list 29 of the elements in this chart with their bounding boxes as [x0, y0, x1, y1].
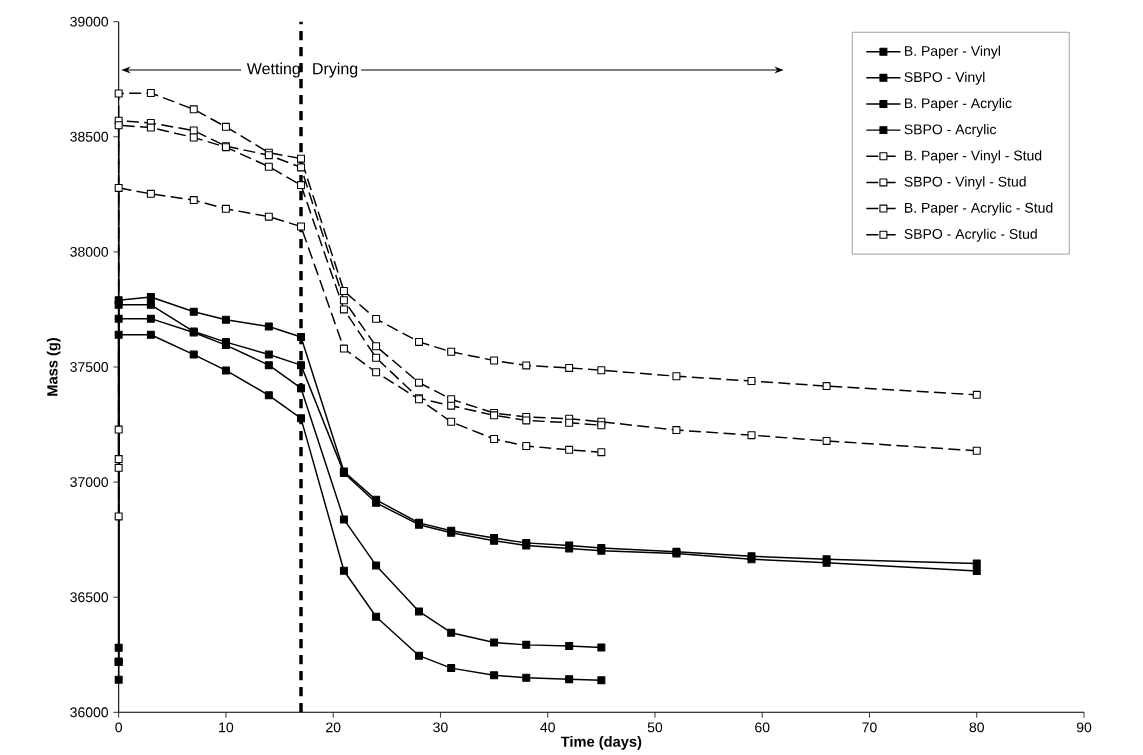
- x-tick-label: 50: [647, 722, 663, 733]
- y-tick-label: 36500: [70, 592, 109, 603]
- annotation: Wetting: [246, 62, 300, 78]
- x-tick-label: 70: [862, 722, 877, 733]
- legend-label: SBPO - Vinyl: [904, 71, 985, 85]
- x-tick-label: 80: [969, 722, 984, 733]
- x-tick-label: 60: [755, 722, 770, 733]
- legend-label: SBPO - Acrylic - Stud: [904, 228, 1037, 242]
- x-tick-label: 0: [115, 722, 123, 733]
- x-tick-label: 20: [326, 722, 341, 733]
- x-axis-title: Time (days): [560, 736, 642, 750]
- legend-label: SBPO - Vinyl - Stud: [904, 176, 1026, 190]
- legend-label: B. Paper - Vinyl: [905, 45, 1000, 59]
- legend-label: B. Paper - Acrylic: [905, 97, 1012, 111]
- x-tick-label: 90: [1076, 722, 1092, 733]
- y-tick-label: 38000: [70, 246, 109, 257]
- y-tick-label: 38500: [70, 131, 109, 142]
- legend-label: B. Paper - Vinyl - Stud: [905, 150, 1042, 164]
- y-tick-label: 37500: [70, 362, 109, 372]
- y-axis-title: Mass (g): [46, 337, 61, 396]
- y-tick-label: 36000: [70, 707, 109, 718]
- legend-label: SBPO - Acrylic: [904, 124, 997, 138]
- y-tick-label: 39000: [70, 16, 109, 27]
- x-tick-label: 10: [219, 722, 234, 733]
- x-tick-label: 40: [540, 722, 555, 733]
- x-tick-label: 30: [433, 722, 448, 733]
- annotation: Drying: [313, 62, 358, 78]
- legend-label: B. Paper - Acrylic - Stud: [905, 202, 1053, 216]
- y-tick-label: 37000: [70, 477, 109, 488]
